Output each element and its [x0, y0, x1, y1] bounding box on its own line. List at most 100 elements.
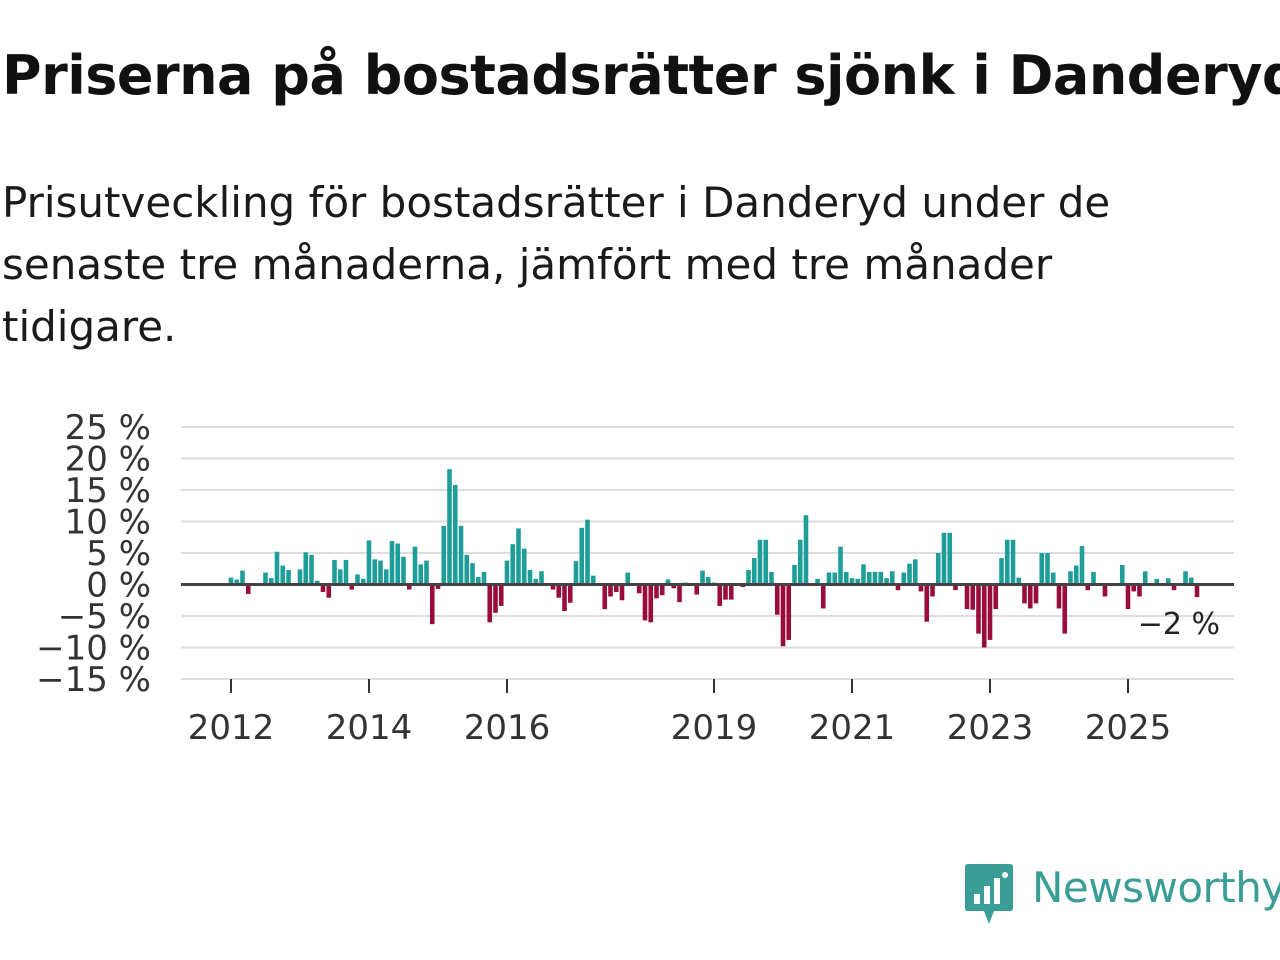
bar: [286, 570, 291, 585]
bar: [786, 584, 792, 640]
bar: [855, 578, 861, 585]
bar: [608, 584, 613, 597]
bar: [815, 578, 820, 585]
bar: [297, 569, 303, 585]
bar: [1016, 577, 1022, 585]
bar: [475, 576, 481, 585]
bar: [1137, 584, 1142, 597]
bar: [981, 584, 987, 648]
bar: [987, 584, 993, 640]
bar: [383, 569, 389, 585]
bar: [378, 560, 383, 585]
y-tick-label: −15 %: [36, 660, 151, 700]
bar: [941, 532, 947, 585]
bar: [366, 540, 372, 585]
bar: [1045, 553, 1050, 585]
bar: [705, 576, 711, 585]
bar: [504, 560, 510, 585]
bar: [792, 564, 797, 585]
bar: [602, 584, 608, 610]
bar: [1050, 572, 1056, 585]
bar: [349, 584, 355, 590]
bar: [1022, 584, 1027, 604]
bar: [1079, 546, 1085, 585]
bar: [780, 584, 786, 647]
bar: [406, 584, 412, 590]
bar: [533, 578, 539, 585]
bar: [228, 577, 234, 585]
bar: [723, 584, 728, 600]
bar: [843, 571, 849, 585]
brand-logo: Newsworthy: [964, 862, 1280, 928]
bar: [309, 554, 314, 585]
y-tick-label: −10 %: [36, 629, 151, 669]
bar: [912, 559, 918, 585]
bar: [447, 469, 452, 585]
bar: [567, 584, 573, 603]
bar: [487, 584, 493, 623]
bar: [901, 572, 907, 585]
bar: [751, 558, 757, 585]
bar: [1091, 571, 1096, 585]
bar: [849, 578, 855, 585]
bar: [401, 556, 406, 585]
bar: [797, 539, 803, 585]
bar: [320, 584, 326, 593]
bar: [418, 564, 424, 585]
bar: [314, 580, 320, 585]
bar: [556, 584, 562, 598]
y-axis-labels: 25 %20 %15 %10 %5 %0 %−5 %−10 %−15 %: [36, 408, 151, 700]
bar: [1004, 539, 1010, 585]
bar: [435, 584, 441, 589]
bar: [832, 572, 838, 585]
bar: [774, 584, 780, 615]
bar: [263, 572, 268, 585]
bar: [516, 528, 521, 585]
bar: [889, 571, 895, 585]
x-tick-label: 2025: [1085, 708, 1172, 748]
bar: [746, 570, 751, 585]
bar: [1142, 571, 1148, 585]
bar: [872, 571, 878, 585]
y-tick-label: −5 %: [58, 597, 151, 637]
bar: [717, 584, 723, 606]
bar: [619, 584, 625, 601]
bar: [429, 584, 435, 625]
bar: [458, 525, 464, 585]
bar: [464, 554, 470, 585]
y-tick-label: 5 %: [86, 534, 151, 574]
bar: [907, 563, 912, 585]
bar: [947, 532, 953, 585]
bar: [510, 544, 516, 585]
bar: [470, 563, 475, 585]
bar: [671, 584, 677, 589]
bars: [228, 469, 1200, 648]
x-tick-label: 2023: [947, 708, 1034, 748]
bar: [337, 569, 343, 585]
bar: [1171, 584, 1177, 591]
bar: [1010, 539, 1016, 585]
bar: [803, 515, 809, 585]
bar: [585, 519, 590, 585]
bar: [521, 548, 527, 585]
bar: [918, 584, 924, 592]
bar: [1068, 571, 1073, 585]
bar: [303, 552, 309, 585]
x-tick-label: 2019: [671, 708, 758, 748]
bar: [820, 584, 826, 609]
bar: [1125, 584, 1131, 610]
bar: [976, 584, 981, 634]
bar: [763, 539, 769, 585]
last-value-label: −2 %: [1138, 607, 1220, 642]
bar: [1027, 584, 1033, 609]
bar: [395, 543, 401, 585]
bar: [964, 584, 970, 610]
bar: [953, 584, 958, 591]
bar: [1154, 578, 1160, 585]
bar: [550, 584, 556, 590]
bar: [884, 578, 889, 585]
bar: [970, 584, 976, 610]
bar: [648, 584, 654, 623]
y-tick-label: 20 %: [65, 440, 151, 480]
bar: [1188, 577, 1194, 585]
